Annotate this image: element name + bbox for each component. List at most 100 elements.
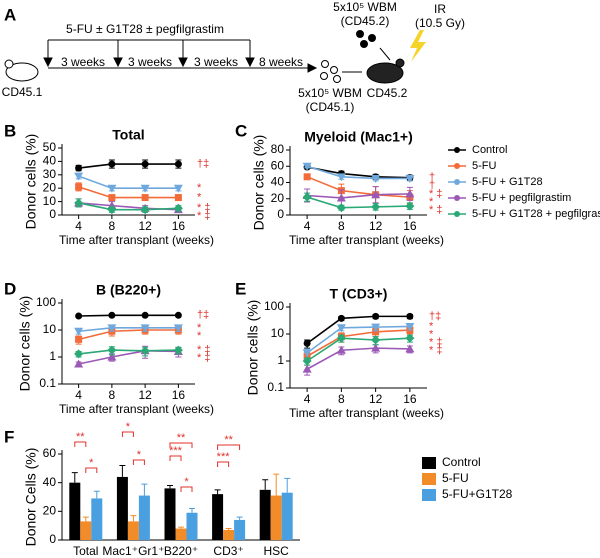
error-bar [82,516,89,522]
y-tick-label: 40 [271,175,285,189]
x-tick-label: 12 [138,388,152,402]
bar [234,519,246,540]
panel-label: F [4,427,14,446]
marker [302,162,312,171]
legend-marker [454,195,460,201]
significance-bracket [169,455,182,461]
panel-label: E [235,279,246,298]
significance: * [429,320,434,332]
marker [74,198,84,208]
panel-label: D [4,279,16,298]
series-line [78,186,179,199]
y-tick-label: 10 [43,322,57,336]
x-axis-label: Time after transplant (weeks) [289,406,444,420]
y-tick-label: 60 [271,158,285,172]
interval: 3 weeks [128,55,172,69]
significance-bracket [217,461,230,467]
marker [174,311,182,319]
y-tick-label: 0 [49,532,56,546]
marker [302,192,312,202]
significance: * [184,476,189,488]
error-bar [273,473,280,496]
bar [212,494,224,540]
error-bar [225,528,232,530]
error-bar [189,507,195,513]
error-bar [130,515,137,522]
series-line [78,175,179,189]
series-line [306,329,410,357]
x-tick-label: 16 [403,392,417,406]
donor-mouse [5,62,39,82]
significance: †‡ [197,158,209,170]
y-tick-label: 0.1 [267,380,284,394]
x-tick-label: 8 [109,219,116,233]
significance-bracket [180,486,193,492]
x-tick-label: B220⁺ [164,544,198,558]
marker [107,324,117,333]
significance-bracket [217,444,241,450]
x-tick-label: 4 [304,392,311,406]
legend-label: 5-FU [472,160,497,172]
series-line [78,314,179,317]
legend-label: 5-FU + pegfilgrastim [472,192,571,204]
arrowhead [178,57,188,68]
ir-label: (10.5 Gy) [415,16,465,30]
x-axis-label: Time after transplant (weeks) [59,402,214,416]
mouse-label: CD45.1 [2,85,43,99]
arrowhead [245,57,255,68]
arrowhead [113,57,123,68]
significance: * [197,330,202,342]
x-tick-label: 16 [172,219,186,233]
series-line [306,337,410,362]
marker [372,328,380,336]
significance: * ‡ [197,202,210,214]
significance: *** [169,445,183,457]
series-line [78,202,179,211]
bar [270,495,282,540]
series-line [306,166,410,179]
marker [371,343,381,352]
series-line [306,196,410,209]
significance: ** [177,432,186,444]
marker [173,345,183,355]
legend-swatch [422,473,436,485]
marker [140,324,150,333]
y-axis-label: Donor cells (%) [251,135,267,231]
error-bar [141,483,148,496]
cell [330,66,338,74]
x-tick-label: 8 [109,388,116,402]
error-bar [236,516,243,520]
bar [69,482,81,540]
marker [336,173,346,182]
marker [371,335,381,345]
error-bar [71,472,78,483]
significance: * [197,322,202,334]
y-tick-label: 0 [277,207,284,221]
x-tick-label: 12 [369,219,383,233]
marker [141,160,149,168]
x-tick-label: HSC [264,544,290,558]
significance-bracket [132,459,145,465]
marker [107,184,117,193]
y-tick-label: 100 [264,299,284,313]
significance: * ‡ [197,344,210,356]
significance: * ‡ [429,336,442,348]
y-axis-label: Donor cells (%) [23,134,39,230]
significance: * [126,421,131,433]
significance: * ‡ [429,188,442,200]
interval: 3 weeks [61,55,105,69]
marker [405,189,415,198]
y-tick-label: 20 [43,504,57,518]
marker [302,364,312,373]
significance: * [137,449,142,461]
bar [259,489,271,540]
marker [371,202,381,212]
chart-title: B (B220+) [96,282,161,298]
marker [405,201,415,211]
y-tick-label: 0 [49,207,56,221]
x-tick-label: 16 [403,219,417,233]
marker [74,327,84,336]
cells-label: 5x10⁵ WBM [298,86,362,100]
significance: * [429,328,434,340]
marker [174,160,182,168]
